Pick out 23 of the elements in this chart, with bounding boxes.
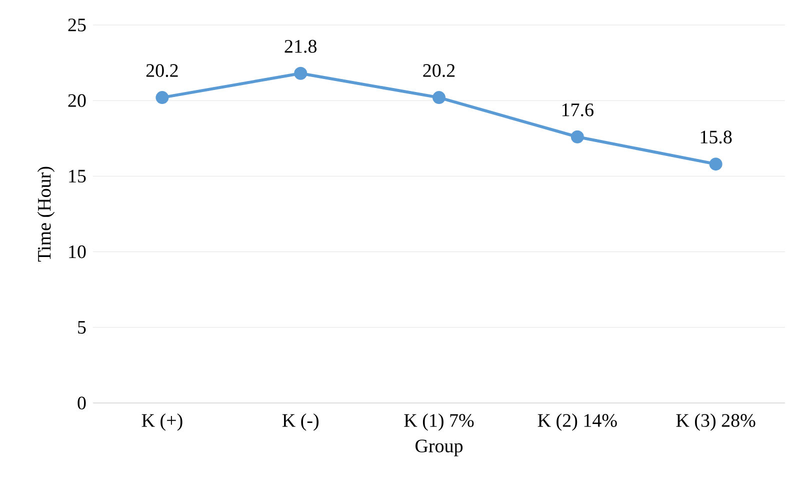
x-tick-label: K (+) — [142, 414, 182, 431]
x-tick-label: K (-) — [282, 414, 318, 431]
x-axis-title: Group — [416, 440, 463, 456]
x-tick-label: K (2) 14% — [538, 414, 617, 431]
data-label: 21.8 — [284, 40, 317, 53]
x-tick-label: K (3) 28% — [676, 414, 756, 431]
data-label: 20.2 — [146, 64, 178, 78]
point — [294, 66, 308, 80]
point — [709, 158, 722, 171]
data-label: 20.2 — [423, 64, 455, 78]
point — [156, 91, 169, 104]
data-label: 15.8 — [700, 130, 732, 144]
y-tick-label: 20 — [68, 94, 86, 107]
y-tick-label: 15 — [69, 170, 86, 183]
y-tick-label: 0 — [78, 396, 86, 410]
data-label: 17.6 — [562, 103, 594, 116]
x-tick-label: K (1) 7% — [404, 414, 474, 431]
y-tick-label: 5 — [78, 321, 86, 334]
point — [432, 91, 446, 104]
point — [570, 130, 584, 144]
y-axis-title: Time (Hour) — [37, 166, 55, 262]
y-tick-label: 10 — [69, 245, 86, 258]
y-tick-label: 25 — [68, 18, 86, 32]
